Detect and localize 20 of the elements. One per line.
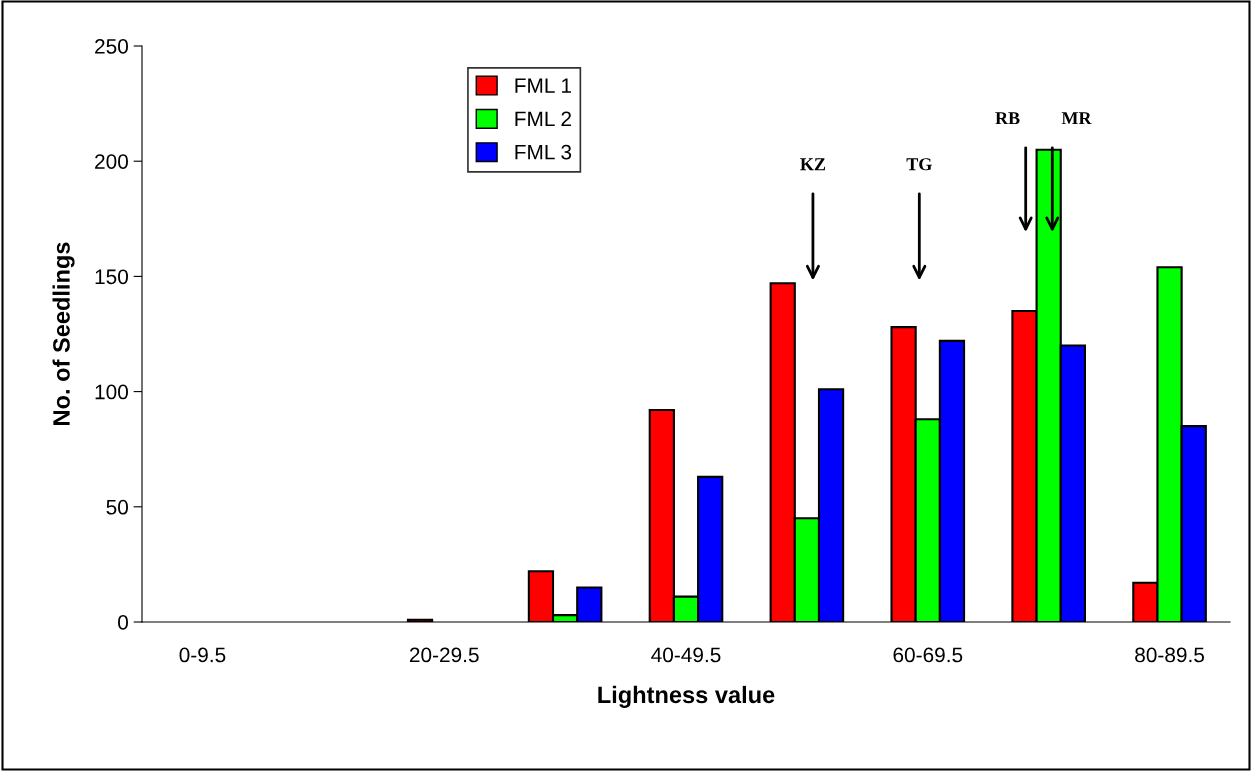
y-tick-label: 200 (95, 154, 128, 169)
y-tick-label: 100 (95, 384, 128, 400)
x-tick-label: 40-49.5 (651, 647, 721, 663)
y-tick-label: 0 (118, 615, 128, 630)
legend-label: FML 2 (515, 111, 571, 127)
annotation: MR (1061, 112, 1092, 125)
x-tick-label: 60-69.5 (893, 647, 963, 663)
x-tick-label: 0-9.5 (179, 647, 226, 663)
legend-label: FML 1 (515, 78, 572, 93)
x-tick-label: 80-89.5 (1135, 647, 1205, 663)
annotation: RB (995, 112, 1020, 125)
y-axis-title: No. of Seedlings (52, 242, 75, 425)
annotation: KZ (800, 158, 826, 171)
y-tick-label: 50 (106, 499, 128, 515)
annotation: TG (906, 158, 932, 171)
y-tick-label: 150 (95, 269, 128, 285)
x-tick-label: 20-29.5 (409, 647, 479, 663)
y-tick-label: 250 (95, 39, 128, 54)
legend-label: FML 3 (515, 144, 572, 160)
x-axis-title: Lightness value (598, 685, 775, 708)
